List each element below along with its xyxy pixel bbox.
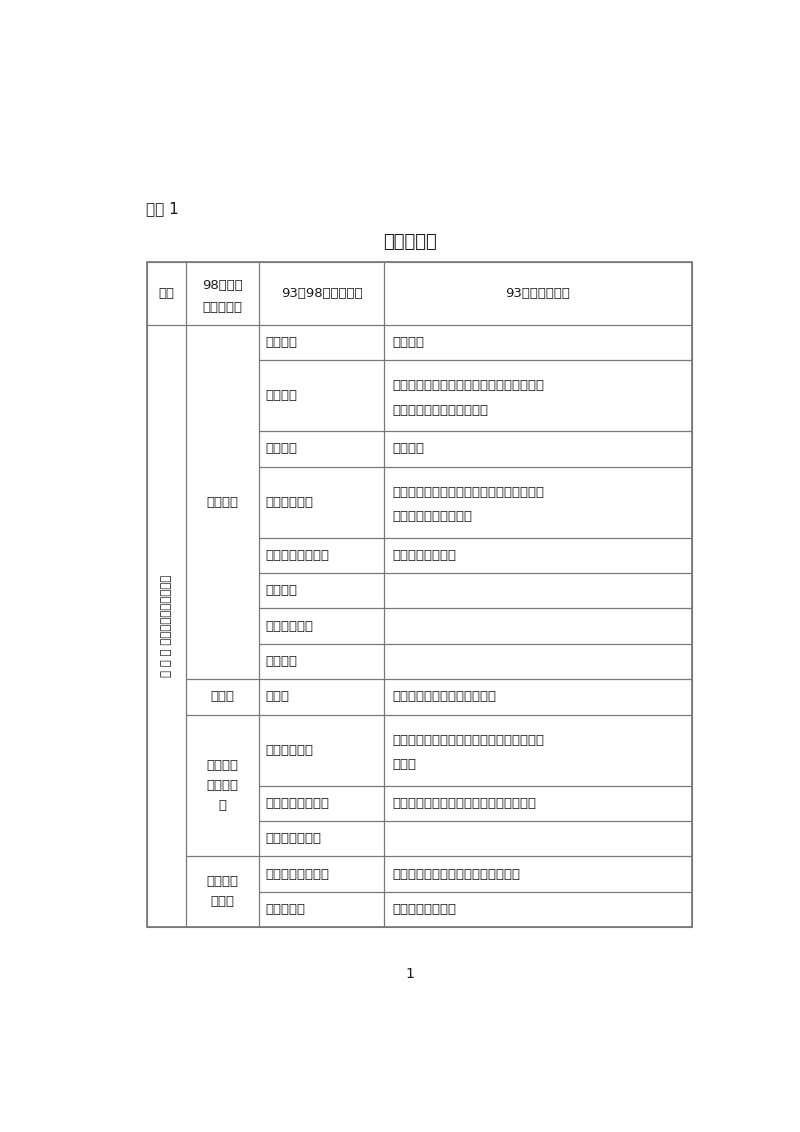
Bar <box>384 786 692 821</box>
Text: 涉外建筑工程: 涉外建筑工程 <box>266 619 314 633</box>
Bar <box>384 573 692 608</box>
Text: 电子材料与无器件: 电子材料与无器件 <box>266 867 330 881</box>
Bar <box>384 466 692 538</box>
Bar <box>384 714 692 786</box>
Bar <box>146 325 186 927</box>
Bar <box>259 573 384 608</box>
Bar <box>259 263 384 325</box>
Text: 饭店工程: 饭店工程 <box>266 584 298 598</box>
Bar <box>259 821 384 857</box>
Bar <box>259 857 384 892</box>
Bar <box>259 360 384 431</box>
Bar <box>259 608 384 644</box>
Text: 专业对照表: 专业对照表 <box>383 233 437 251</box>
Bar <box>384 431 692 466</box>
Bar <box>384 263 692 325</box>
Bar <box>259 892 384 927</box>
Text: 工业设备安装工程: 工业设备安装工程 <box>393 549 457 561</box>
Text: 在专业名称: 在专业名称 <box>202 301 242 314</box>
Text: 工程，地下工程与隧道工程: 工程，地下工程与隧道工程 <box>393 403 489 417</box>
Bar <box>384 679 692 714</box>
Text: 土建结构工程，工业与民用建筑工程，岩土: 土建结构工程，工业与民用建筑工程，岩土 <box>393 379 545 393</box>
Text: 半导体物理与器件: 半导体物理与器件 <box>393 903 457 916</box>
Text: 工业设备安装工程: 工业设备安装工程 <box>266 549 330 561</box>
Bar <box>146 263 692 927</box>
Text: 矿井建设: 矿井建设 <box>393 336 425 349</box>
Text: 城镇建设: 城镇建设 <box>266 443 298 455</box>
Bar <box>259 431 384 466</box>
Bar <box>186 857 259 927</box>
Bar <box>259 714 384 786</box>
Bar <box>384 538 692 573</box>
Bar <box>259 466 384 538</box>
Text: 电子信息
科学与技
术: 电子信息 科学与技 术 <box>206 760 238 812</box>
Text: 建筑学，风景园林，室内设计: 建筑学，风景园林，室内设计 <box>393 691 497 703</box>
Bar <box>146 263 186 325</box>
Text: 矿井建设: 矿井建设 <box>266 336 298 349</box>
Text: 93－98年专业名称: 93－98年专业名称 <box>281 288 362 300</box>
Text: 附件 1: 附件 1 <box>146 201 179 216</box>
Text: 交通土建工程: 交通土建工程 <box>266 496 314 508</box>
Text: 土木工程: 土木工程 <box>266 655 298 668</box>
Text: 电子学与信息系统: 电子学与信息系统 <box>266 797 330 809</box>
Text: 建筑工程: 建筑工程 <box>266 389 298 402</box>
Bar <box>259 644 384 679</box>
Bar <box>186 679 259 714</box>
Text: 铁道工程，公路与城市道路工程，地下工程: 铁道工程，公路与城市道路工程，地下工程 <box>393 486 545 499</box>
Bar <box>259 325 384 360</box>
Text: 电子材料与元器件，磁性物理与器件: 电子材料与元器件，磁性物理与器件 <box>393 867 521 881</box>
Text: 土木工程: 土木工程 <box>206 496 238 508</box>
Text: 93年前专业名称: 93年前专业名称 <box>506 288 570 300</box>
Bar <box>384 821 692 857</box>
Text: 1: 1 <box>406 968 414 981</box>
Bar <box>384 857 692 892</box>
Bar <box>186 325 259 679</box>
Bar <box>384 892 692 927</box>
Text: 建筑学: 建筑学 <box>210 691 234 703</box>
Text: 无线电物理学，物理电子学，无线电波传播: 无线电物理学，物理电子学，无线电波传播 <box>393 734 545 747</box>
Text: 与隧道工程，桥梁工程: 与隧道工程，桥梁工程 <box>393 509 473 523</box>
Text: 信息与电子科学: 信息与电子科学 <box>266 832 322 846</box>
Text: 微电子技术: 微电子技术 <box>266 903 306 916</box>
Text: 分类: 分类 <box>158 288 174 300</box>
Bar <box>259 679 384 714</box>
Text: 与天线: 与天线 <box>393 757 417 771</box>
Bar <box>384 360 692 431</box>
Text: 城镇建设: 城镇建设 <box>393 443 425 455</box>
Text: 98年一现: 98年一现 <box>202 278 243 292</box>
Text: 无线电物理学: 无线电物理学 <box>266 744 314 756</box>
Bar <box>259 538 384 573</box>
Bar <box>384 608 692 644</box>
Text: 本 专 科 （工程、工程管理类）: 本 专 科 （工程、工程管理类） <box>160 575 173 677</box>
Text: 电子学与信息系统，生物医学与信息系统: 电子学与信息系统，生物医学与信息系统 <box>393 797 537 809</box>
Text: 建筑学: 建筑学 <box>266 691 290 703</box>
Text: 电子科学
与技术: 电子科学 与技术 <box>206 875 238 908</box>
Bar <box>186 714 259 857</box>
Bar <box>384 325 692 360</box>
Bar <box>384 644 692 679</box>
Bar <box>186 263 259 325</box>
Bar <box>259 786 384 821</box>
